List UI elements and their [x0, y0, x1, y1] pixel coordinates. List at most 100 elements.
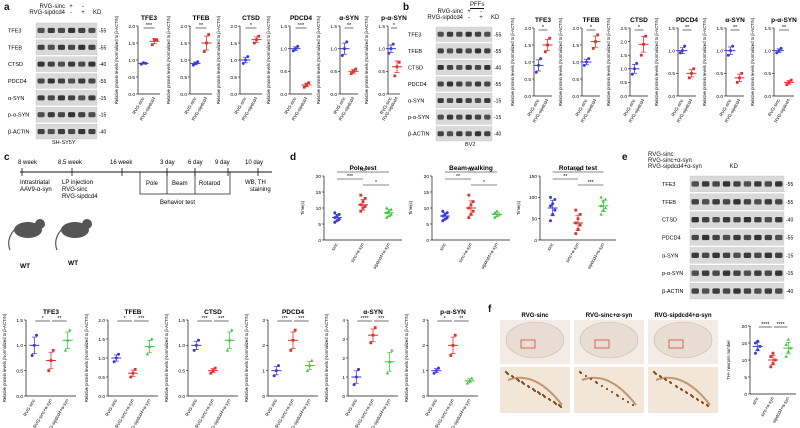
y-tick-label: 1: [262, 368, 265, 374]
blot-strip: [35, 90, 98, 106]
mw-marker: -40: [494, 65, 501, 71]
data-point: [601, 199, 606, 203]
data-point: [337, 212, 341, 216]
x-tick-label: RVG-sipdcd4: [580, 98, 598, 124]
y-axis-label: Relative protein levels (Normalized to β…: [364, 15, 369, 104]
sig-label: ****: [761, 322, 769, 328]
sig-label: ***: [146, 23, 153, 29]
sig-label: *: [393, 23, 396, 29]
data-point: [441, 214, 445, 218]
blot-band: [78, 78, 86, 84]
data-point: [678, 51, 682, 55]
y-tick-label: 1.0: [280, 46, 287, 52]
data-point: [469, 203, 473, 207]
data-point: [194, 61, 197, 65]
blot-band: [764, 252, 773, 259]
y-tick-label: 0.0: [16, 394, 23, 400]
data-point: [385, 371, 390, 375]
data-point: [539, 57, 543, 61]
blot-band: [722, 181, 731, 187]
blot-band: [733, 270, 741, 276]
chart-a-aSYN: α-SYN 0.0 0.5 1.0 1.5 Relative protein levels…: [316, 15, 359, 122]
blot-row-label: PDCD4: [408, 82, 427, 88]
mouse-icon: [55, 219, 92, 251]
blot-band: [465, 31, 472, 37]
th-neuron: [696, 398, 700, 402]
blot-band: [456, 31, 463, 37]
data-point: [385, 211, 389, 214]
y-tick-label: 0.5: [16, 368, 23, 374]
x-tick-label: sipdcd4+α-syn: [771, 396, 790, 424]
y-axis-label: Relative protein levels (Normalized to β…: [702, 17, 707, 106]
y-tick-label: 1.5: [620, 53, 627, 59]
blot-band: [437, 64, 444, 70]
data-point: [133, 368, 137, 371]
blot-band: [701, 216, 710, 223]
chart-f-TH: 0 5 10 15 20 TH+ neurons number sinc sinc+α-syn…: [726, 322, 796, 424]
data-point: [578, 223, 582, 227]
sig-label: **: [459, 316, 463, 322]
mw-marker: -55: [99, 45, 106, 51]
y-axis-label: TH+ neurons number: [726, 340, 731, 380]
blot-band: [701, 199, 710, 205]
data-point: [349, 72, 353, 75]
data-point: [63, 348, 68, 352]
data-point: [363, 205, 367, 208]
blot-band: [691, 199, 699, 205]
data-point: [352, 383, 356, 387]
chart-title: p-α-SYN: [771, 17, 797, 24]
x-tick-label: RVG-sinc: [670, 97, 684, 117]
data-point: [432, 371, 436, 375]
x-tick-label: RVG-sipdcd4: [676, 98, 694, 124]
th-neuron: [691, 395, 695, 399]
data-point: [150, 337, 154, 341]
blot-band: [446, 131, 454, 137]
data-point: [692, 67, 696, 71]
histology-col-title: RVG-sinc+α-syn: [586, 313, 633, 319]
blot-band: [712, 181, 720, 187]
data-point: [789, 78, 793, 82]
timeline-diagram: 8 week 8.5 week 16 week 3 day 6 day 9 da…: [8, 160, 272, 270]
data-point: [786, 337, 791, 341]
blot-band: [474, 98, 482, 104]
data-point: [775, 51, 779, 55]
blot-band: [733, 288, 741, 294]
blot-band: [57, 27, 65, 33]
blot-band: [691, 270, 699, 276]
data-point: [361, 206, 365, 210]
data-point: [354, 375, 358, 379]
data-point: [771, 362, 775, 365]
test-label: Pole: [146, 181, 159, 187]
blot-band: [88, 27, 96, 33]
y-tick-label: 1.5: [330, 24, 337, 30]
y-axis-label: Relative protein levels (Normalized to β…: [316, 15, 321, 104]
wb-label: WB, TH: [245, 180, 266, 186]
data-point: [129, 375, 133, 379]
sig-label: **: [199, 23, 204, 29]
legend-row: RVG-sinc: [39, 4, 65, 10]
data-point: [471, 209, 475, 213]
y-tick-label: 2.0: [572, 26, 579, 32]
blot-band: [446, 64, 454, 70]
x-tick-label: sinc+α-syn: [565, 242, 580, 264]
western-blot-e: TFE3 -55 TFEB -55 CTSD -40 PDCD4 -55 α-SYN -15 p-α…: [662, 175, 800, 300]
data-point: [51, 349, 55, 352]
th-neuron: [584, 374, 588, 378]
data-point: [437, 366, 441, 370]
y-tick-label: 1.0: [764, 48, 771, 54]
x-tick-label: RVG-sipdcd4: [338, 96, 356, 122]
blot-band: [78, 112, 86, 118]
legend-sign: +: [69, 4, 73, 10]
blot-band: [57, 129, 65, 135]
chart-b-aSYN: α-SYN 0.0 0.5 1.0 1.5 Relative protein levels…: [702, 17, 745, 124]
blot-band: [57, 44, 65, 50]
legend-sign: -: [82, 4, 84, 10]
blot-band: [484, 48, 491, 54]
blot-band: [691, 252, 699, 259]
cell-line-label: SH-SY5Y: [52, 140, 76, 146]
x-tick-label: RVG-sipdcd4+α-syn: [287, 398, 312, 428]
y-tick-label: 15: [742, 341, 748, 347]
data-point: [537, 63, 540, 67]
data-point: [756, 339, 760, 343]
sig-label: *: [42, 316, 44, 322]
